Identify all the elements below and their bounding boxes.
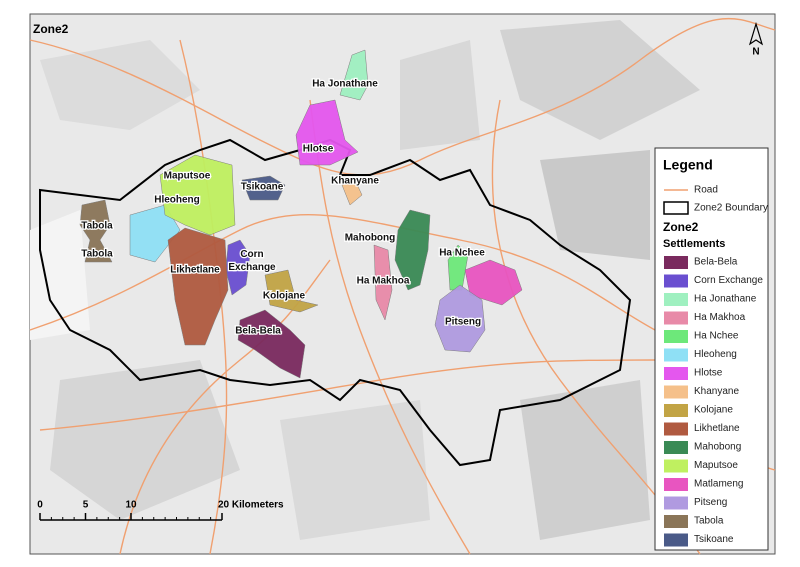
legend-swatch: [664, 459, 688, 473]
north-label: N: [752, 47, 759, 58]
legend-swatch: [664, 256, 688, 269]
settlement-label: Hlotse: [303, 144, 334, 155]
legend-item: Maputsoe: [694, 460, 738, 471]
settlement-area: [434, 284, 486, 353]
settlement-label: Tsikoane: [241, 182, 284, 193]
settlement-area: [167, 227, 229, 346]
settlement-label: Bela-Bela: [235, 326, 281, 337]
legend-item: Tsikoane: [694, 534, 734, 545]
legend-swatch: [664, 274, 688, 288]
legend-item: Ha Makhoa: [694, 312, 746, 323]
settlement-label: Khanyane: [331, 176, 379, 187]
legend-swatch: [664, 441, 688, 454]
legend-swatch: [664, 478, 688, 491]
settlement-label: Ha Jonathane: [312, 79, 378, 90]
settlement-label: Kolojane: [263, 291, 306, 302]
settlement-area: [237, 309, 306, 379]
legend-boundary: Zone2 Boundary: [694, 203, 768, 214]
map-title: Zone2: [33, 22, 69, 36]
scale-label: 0: [37, 500, 43, 511]
legend-item: Ha Jonathane: [694, 294, 757, 305]
settlement-area: [264, 269, 319, 313]
settlement-label: Ha Makhoa: [357, 276, 410, 287]
legend-title: Legend: [663, 157, 713, 173]
scale-label: 20 Kilometers: [218, 500, 284, 511]
legend-item: Khanyane: [694, 386, 739, 397]
settlement-label: Hleoheng: [154, 195, 200, 206]
legend-item: Mahobong: [694, 442, 741, 453]
settlement-area: [341, 179, 363, 206]
legend-swatch: [664, 533, 688, 547]
settlement-label: Ha Nchee: [439, 248, 485, 259]
legend-swatch: [664, 385, 688, 399]
north-arrow: N: [748, 21, 764, 58]
legend-subgroup: Settlements: [663, 238, 725, 250]
legend-item: Likhetlane: [694, 423, 740, 434]
settlement-label: Pitseng: [445, 317, 481, 328]
scale-label: 10: [125, 500, 137, 511]
legend-swatch: [664, 496, 688, 510]
settlement-label: Mahobong: [345, 233, 396, 244]
settlement-area: [339, 49, 369, 101]
legend-swatch: [664, 515, 688, 528]
settlement-area: [447, 244, 469, 291]
legend-item: Corn Exchange: [694, 275, 763, 286]
legend-item: Matlameng: [694, 479, 743, 490]
settlement-label: Corn Exchange: [228, 249, 276, 273]
legend-item: Hlotse: [694, 368, 723, 379]
legend-swatch: [664, 422, 688, 436]
legend-road: Road: [694, 185, 718, 196]
settlement-area: [295, 99, 359, 166]
legend-item: Tabola: [694, 516, 724, 527]
legend-swatch: [664, 311, 688, 325]
legend-item: Ha Nchee: [694, 331, 739, 342]
legend-group: Zone2: [663, 220, 699, 234]
settlement-area: [241, 175, 286, 201]
settlement-label: Tabola: [81, 249, 113, 260]
scale-label: 5: [83, 500, 89, 511]
legend-item: Hleoheng: [694, 349, 737, 360]
legend-swatch: [664, 348, 688, 362]
settlement-area: [394, 209, 431, 291]
legend-item: Pitseng: [694, 497, 727, 508]
legend-swatch: [664, 293, 688, 306]
settlement-label: Tabola: [81, 221, 113, 232]
legend-swatch: [664, 330, 688, 343]
settlement-area: [129, 204, 181, 263]
settlement-label: Likhetlane: [170, 265, 220, 276]
settlement-area: [159, 154, 236, 236]
settlement-area: [79, 199, 113, 263]
settlement-area: [373, 244, 393, 321]
legend-swatch: [664, 367, 688, 380]
legend-swatch: [664, 404, 688, 417]
legend-item: Kolojane: [694, 405, 733, 416]
legend-item: Bela-Bela: [694, 257, 738, 268]
background-areas: [30, 20, 700, 540]
scale-bar: 0 5 10 20 Kilometers: [37, 500, 284, 521]
legend: Legend Road Zone2 Boundary Zone2 Settlem…: [654, 147, 769, 551]
settlement-label: Maputsoe: [164, 171, 211, 182]
